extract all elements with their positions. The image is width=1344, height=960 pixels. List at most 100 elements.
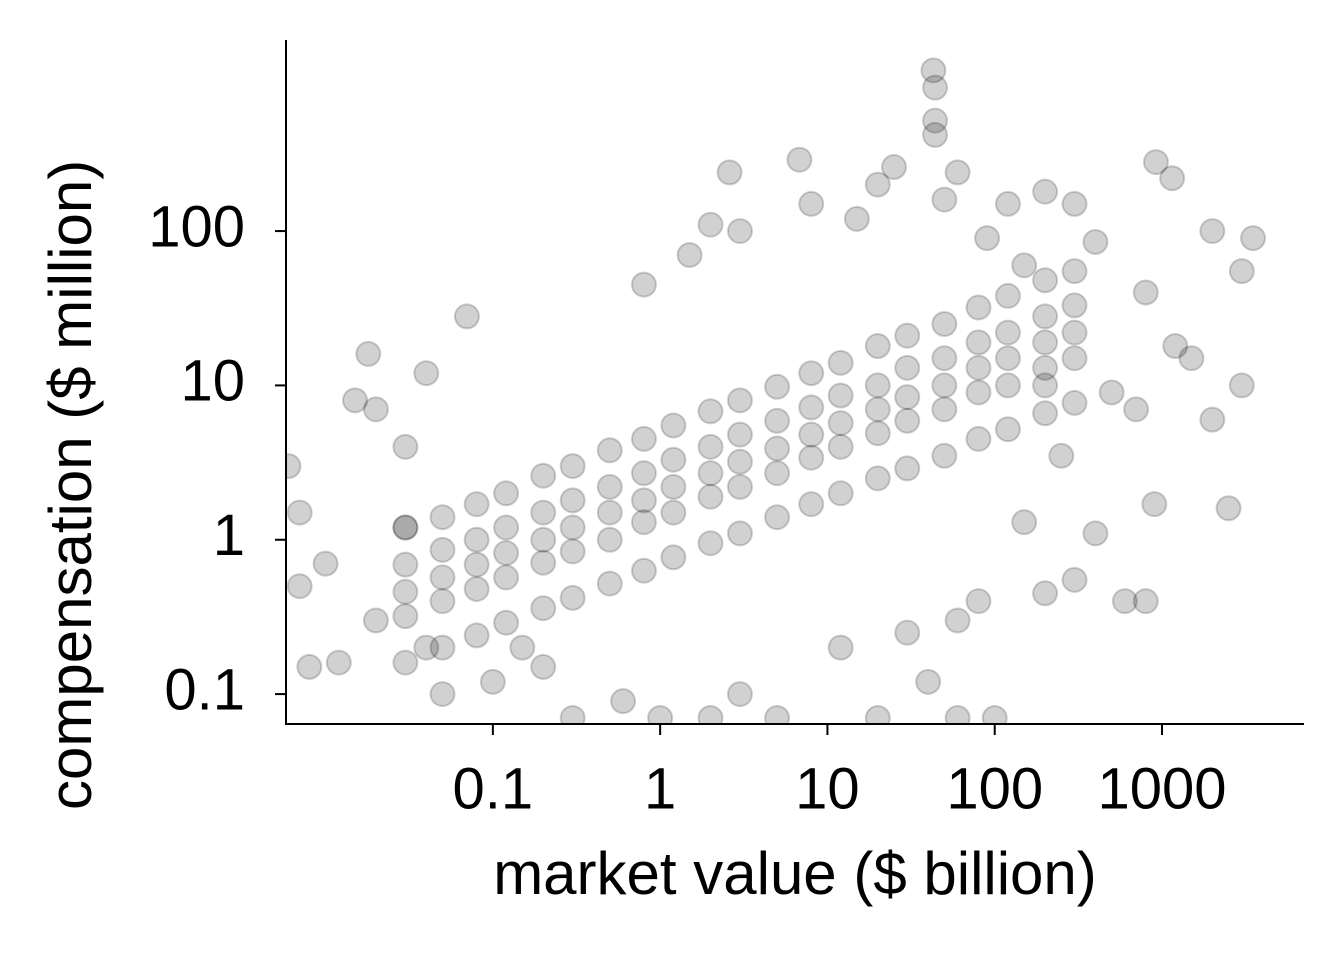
point: [392, 578, 419, 605]
point: [894, 407, 921, 434]
point: [894, 455, 921, 482]
point: [1032, 372, 1059, 399]
point: [596, 570, 623, 597]
point: [864, 333, 891, 360]
point: [697, 704, 724, 724]
point: [676, 241, 703, 268]
point: [312, 550, 339, 577]
point: [1132, 279, 1159, 306]
point: [697, 483, 724, 510]
point: [994, 345, 1021, 372]
point: [479, 668, 506, 695]
point: [931, 310, 958, 337]
point: [1082, 520, 1109, 547]
x-tick-label: 1000: [1097, 756, 1226, 821]
x-tick-label: 100: [946, 756, 1043, 821]
point: [864, 465, 891, 492]
point: [392, 603, 419, 630]
point: [392, 514, 419, 541]
point: [922, 121, 949, 148]
point: [453, 303, 480, 330]
point: [429, 681, 456, 708]
point: [509, 634, 536, 661]
point: [392, 514, 419, 541]
y-axis-label: compensation ($ million): [37, 160, 104, 810]
point: [559, 487, 586, 514]
point: [325, 649, 352, 676]
y-tick-label: 10: [180, 349, 245, 414]
point: [827, 382, 854, 409]
point: [994, 319, 1021, 346]
point: [596, 526, 623, 553]
point: [1061, 389, 1088, 416]
point: [1011, 509, 1038, 536]
point: [493, 609, 520, 636]
point: [920, 57, 947, 84]
point: [559, 584, 586, 611]
point: [392, 649, 419, 676]
point: [974, 225, 1001, 252]
point: [530, 595, 557, 622]
point: [726, 387, 753, 414]
point: [429, 634, 456, 661]
point: [1061, 319, 1088, 346]
point: [798, 421, 825, 448]
point: [764, 460, 791, 487]
point: [660, 499, 687, 526]
point: [286, 453, 302, 480]
point: [530, 549, 557, 576]
point: [1032, 400, 1059, 427]
point: [362, 396, 389, 423]
point: [994, 416, 1021, 443]
point: [764, 435, 791, 462]
point: [894, 322, 921, 349]
point: [726, 421, 753, 448]
y-tick-label: 0.1: [164, 657, 245, 722]
point: [697, 460, 724, 487]
point: [413, 360, 440, 387]
point: [697, 530, 724, 557]
point: [697, 433, 724, 460]
point: [864, 420, 891, 447]
x-tick-label: 10: [795, 756, 860, 821]
point: [463, 575, 490, 602]
point: [630, 460, 657, 487]
point: [922, 74, 949, 101]
point: [630, 487, 657, 514]
point: [647, 704, 674, 724]
point: [764, 504, 791, 531]
point: [827, 410, 854, 437]
point: [1032, 267, 1059, 294]
point: [1082, 228, 1109, 255]
point: [864, 704, 891, 724]
point: [944, 704, 971, 724]
point: [429, 588, 456, 615]
point: [1228, 372, 1255, 399]
point: [1159, 165, 1186, 192]
point: [1061, 190, 1088, 217]
point: [463, 551, 490, 578]
point: [596, 473, 623, 500]
point: [827, 349, 854, 376]
point: [413, 634, 440, 661]
point: [286, 499, 313, 526]
point: [965, 294, 992, 321]
point: [931, 396, 958, 423]
point: [1032, 354, 1059, 381]
point: [355, 340, 382, 367]
point: [965, 379, 992, 406]
point: [362, 607, 389, 634]
point: [660, 446, 687, 473]
point: [1162, 333, 1189, 360]
point: [429, 504, 456, 531]
point: [881, 154, 908, 181]
point: [864, 372, 891, 399]
point: [296, 653, 323, 680]
point: [798, 394, 825, 421]
point: [1123, 396, 1150, 423]
point: [864, 396, 891, 423]
point: [798, 491, 825, 518]
point: [1032, 329, 1059, 356]
point: [726, 218, 753, 245]
point: [994, 190, 1021, 217]
